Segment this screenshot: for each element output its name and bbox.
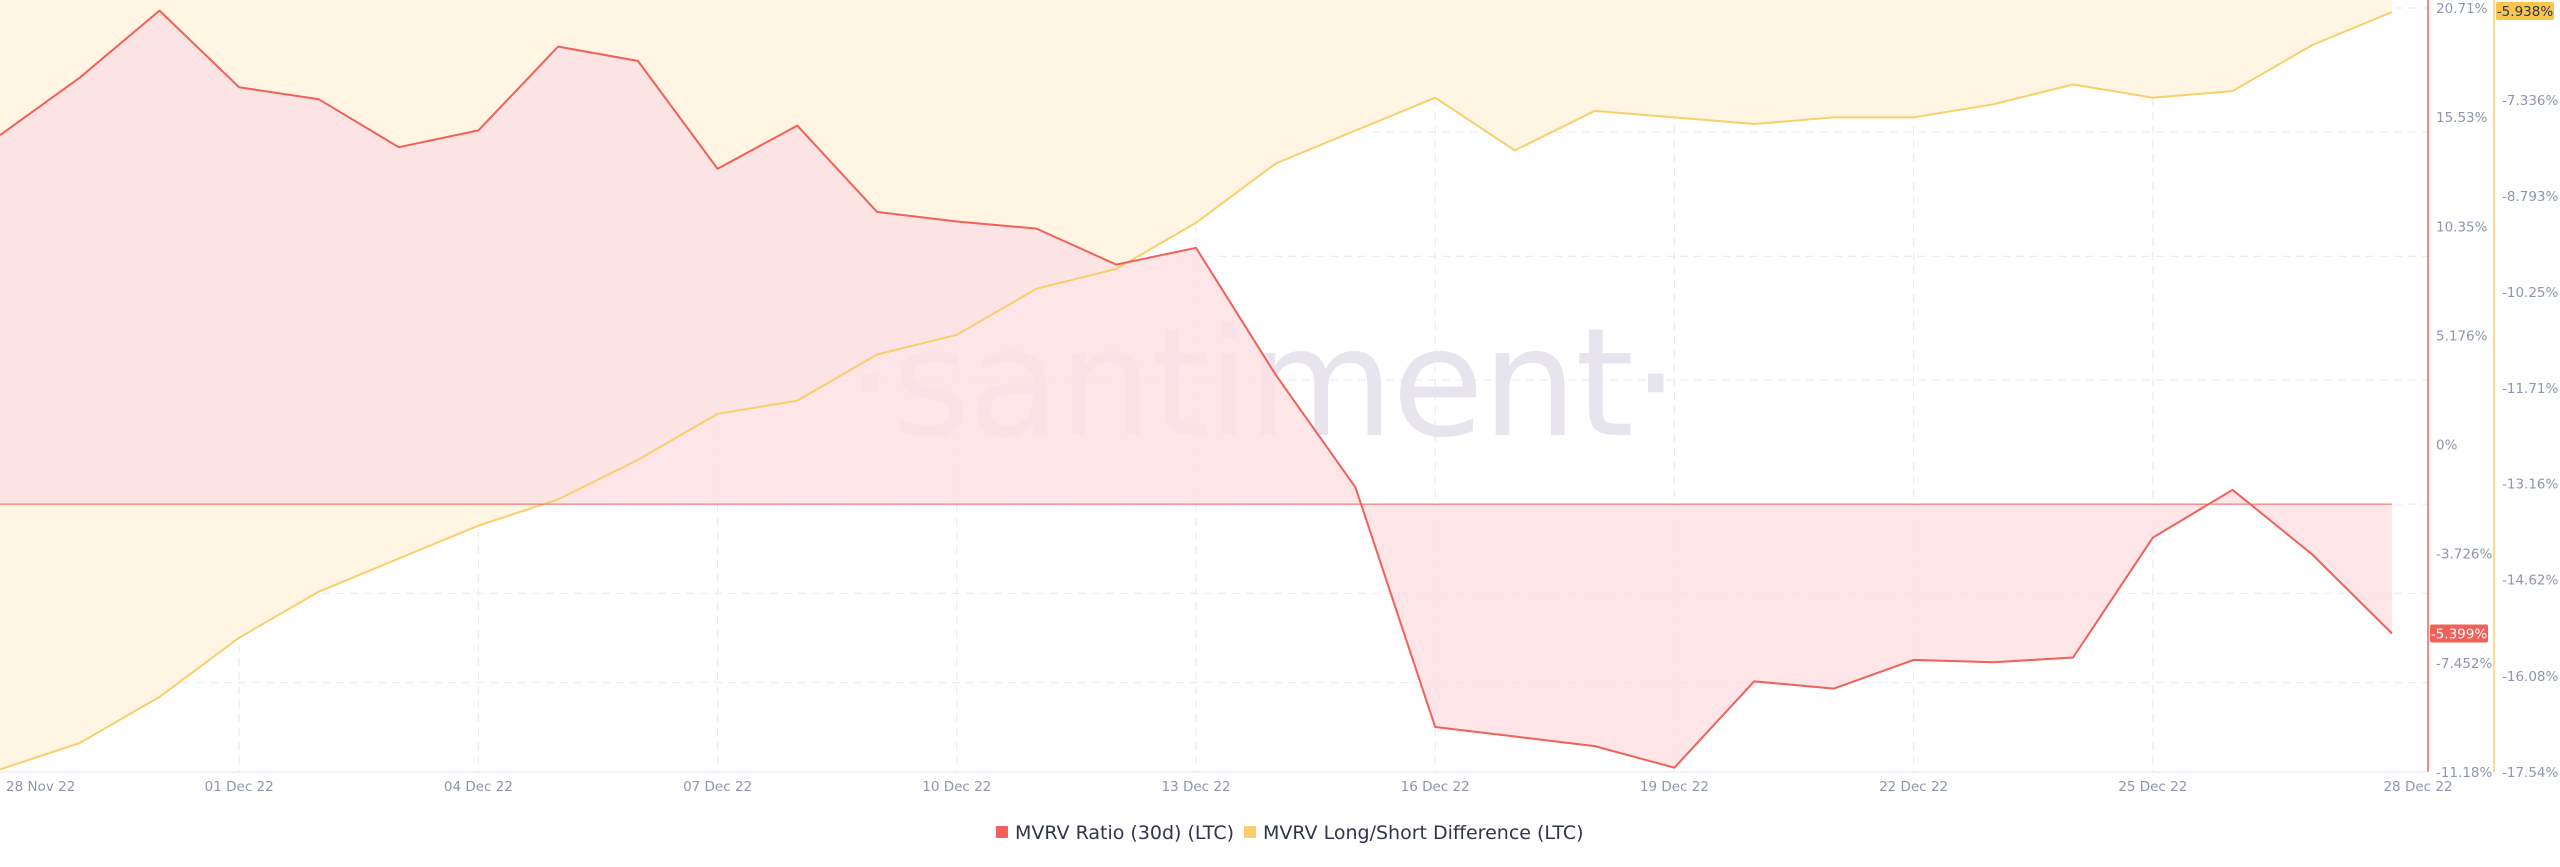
mvrv-ratio-area [0, 10, 2392, 768]
red-last-value-label: -5.399% [2431, 627, 2488, 643]
last-value-badges: -5.399% -5.938% [2430, 2, 2554, 643]
x-axis-tick-label: 01 Dec 22 [205, 779, 274, 795]
yellow-axis-tick-label: -8.793% [2502, 189, 2559, 205]
red-axis-tick-label: -7.452% [2436, 656, 2493, 672]
red-axis-tick-label: 15.53% [2436, 110, 2488, 126]
mvrv-long-short-legend-label[interactable]: MVRV Long/Short Difference (LTC) [1263, 822, 1584, 844]
yellow-axis-tick-label: -10.25% [2502, 285, 2559, 301]
yellow-last-value-label: -5.938% [2497, 4, 2554, 20]
yellow-axis-tick-label: -11.71% [2502, 381, 2559, 397]
mvrv-ratio-legend-label[interactable]: MVRV Ratio (30d) (LTC) [1015, 822, 1234, 844]
yellow-axis-tick-label: -7.336% [2502, 93, 2559, 109]
yellow-axis-tick-label: -17.54% [2502, 765, 2559, 781]
yellow-axis-tick-label: -14.62% [2502, 573, 2559, 589]
x-axis-tick-label: 19 Dec 22 [1640, 779, 1709, 795]
red-axis-tick-label: 20.71% [2436, 1, 2488, 17]
x-axis-tick-label: 28 Nov 22 [6, 779, 75, 795]
legend[interactable]: MVRV Ratio (30d) (LTC) MVRV Long/Short Di… [996, 822, 1584, 844]
x-axis-tick-label: 04 Dec 22 [444, 779, 513, 795]
red-axis-tick-label: 10.35% [2436, 219, 2488, 235]
x-axis-tick-label: 16 Dec 22 [1401, 779, 1470, 795]
yellow-axis-ticks: -7.336% -8.793% -10.25% -11.71% -13.16% -14.6… [2502, 93, 2559, 781]
red-axis-tick-label: 5.176% [2436, 328, 2488, 344]
chart-axes [0, 0, 2495, 773]
red-axis-tick-label: -3.726% [2436, 547, 2493, 563]
yellow-axis-tick-label: -16.08% [2502, 669, 2559, 685]
series-areas [0, 0, 2392, 770]
yellow-axis-tick-label: -13.16% [2502, 477, 2559, 493]
mvrv-long-short-line[interactable] [0, 11, 2393, 771]
x-axis-tick-label: 22 Dec 22 [1879, 779, 1948, 795]
x-axis-tick-label: 10 Dec 22 [922, 779, 991, 795]
x-axis-ticks: 28 Nov 22 01 Dec 22 04 Dec 22 07 Dec 22 10 D… [6, 779, 2453, 795]
mvrv-ratio-line[interactable] [0, 9, 2393, 769]
x-axis-tick-label: 25 Dec 22 [2118, 779, 2187, 795]
x-axis-tick-label: 07 Dec 22 [683, 779, 752, 795]
mvrv-long-short-legend-swatch[interactable] [1244, 826, 1256, 838]
x-axis-tick-label: 28 Dec 22 [2383, 779, 2452, 795]
red-last-value-badge [2430, 624, 2488, 643]
red-axis-tick-label: -11.18% [2436, 765, 2493, 781]
red-axis-ticks: 20.71% 15.53% 10.35% 5.176% 0% -3.726% -7.452%… [2436, 1, 2493, 781]
mvrv-ratio-legend-swatch[interactable] [996, 826, 1008, 838]
series-lines [0, 9, 2393, 771]
yellow-last-value-badge [2496, 2, 2554, 20]
red-axis-tick-label: 0% [2436, 438, 2458, 454]
x-axis-tick-label: 13 Dec 22 [1161, 779, 1230, 795]
